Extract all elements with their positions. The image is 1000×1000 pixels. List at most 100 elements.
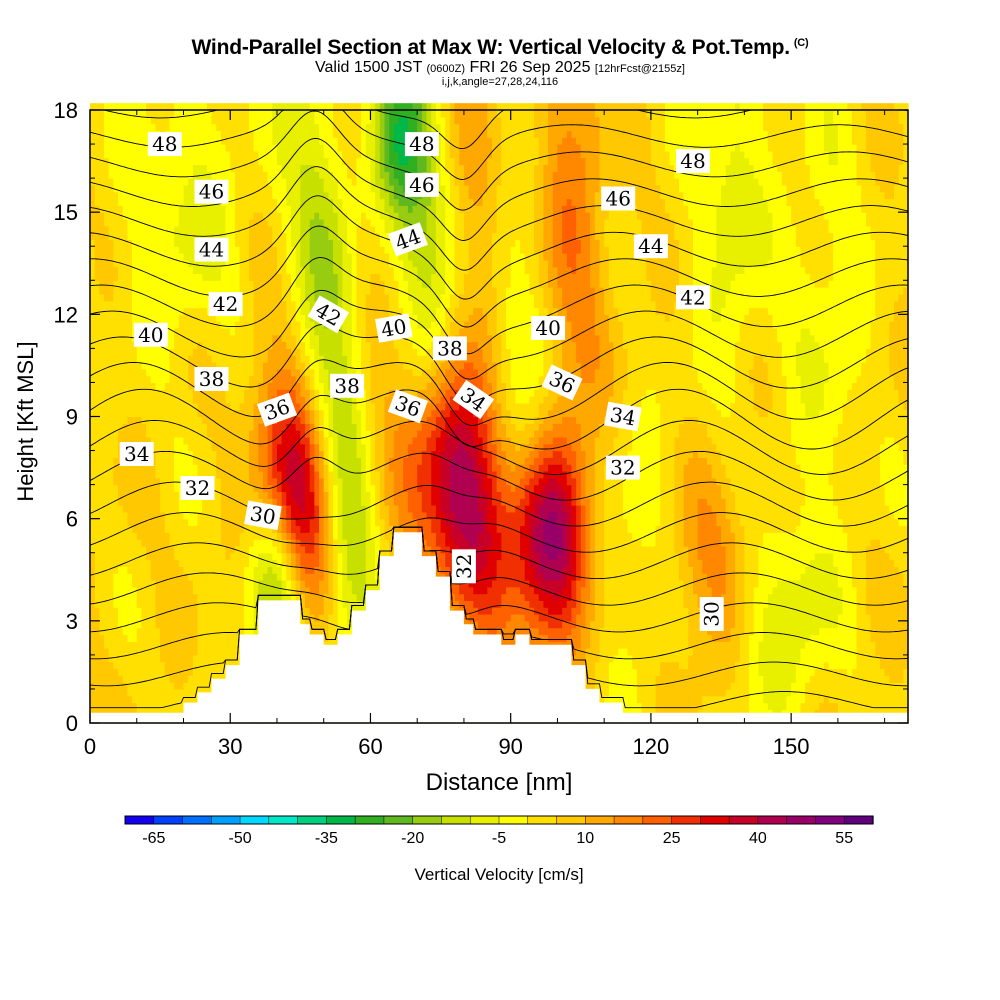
velocity-cell bbox=[323, 396, 329, 404]
velocity-cell bbox=[244, 150, 250, 159]
velocity-cell bbox=[239, 396, 245, 404]
velocity-cell bbox=[244, 600, 250, 608]
velocity-cell bbox=[300, 552, 306, 561]
velocity-cell bbox=[94, 375, 100, 384]
velocity-cell bbox=[104, 198, 110, 206]
velocity-cell bbox=[169, 116, 175, 125]
velocity-cell bbox=[188, 144, 194, 152]
velocity-cell bbox=[248, 539, 255, 547]
velocity-cell bbox=[253, 627, 259, 636]
velocity-cell bbox=[234, 416, 241, 424]
velocity-cell bbox=[248, 348, 255, 356]
velocity-cell bbox=[300, 423, 306, 431]
velocity-cell bbox=[136, 375, 143, 384]
velocity-cell bbox=[136, 661, 143, 670]
velocity-cell bbox=[127, 430, 133, 438]
velocity-cell bbox=[150, 259, 157, 268]
velocity-cell bbox=[248, 436, 255, 445]
velocity-cell bbox=[197, 586, 203, 595]
velocity-cell bbox=[281, 212, 287, 220]
velocity-cell bbox=[333, 423, 339, 431]
velocity-cell bbox=[164, 164, 171, 172]
velocity-cell bbox=[342, 423, 348, 431]
velocity-cell bbox=[234, 402, 241, 411]
velocity-cell bbox=[314, 368, 320, 377]
velocity-cell bbox=[342, 416, 348, 424]
velocity-cell bbox=[164, 184, 171, 193]
velocity-cell bbox=[328, 457, 334, 465]
velocity-cell bbox=[305, 327, 311, 336]
velocity-cell bbox=[127, 409, 133, 418]
velocity-cell bbox=[136, 539, 143, 547]
velocity-cell bbox=[150, 614, 157, 622]
velocity-cell bbox=[169, 259, 175, 268]
velocity-cell bbox=[295, 430, 301, 438]
velocity-cell bbox=[319, 539, 325, 547]
velocity-cell bbox=[127, 327, 133, 336]
velocity-cell bbox=[108, 627, 114, 636]
velocity-cell bbox=[188, 382, 194, 390]
velocity-cell bbox=[113, 641, 119, 649]
velocity-cell bbox=[286, 150, 292, 159]
velocity-cell bbox=[202, 103, 208, 111]
velocity-cell bbox=[244, 450, 250, 458]
velocity-cell bbox=[164, 688, 171, 697]
velocity-cell bbox=[295, 457, 301, 465]
velocity-cell bbox=[225, 218, 231, 227]
velocity-cell bbox=[150, 484, 157, 493]
velocity-cell bbox=[206, 539, 213, 547]
velocity-cell bbox=[94, 661, 100, 670]
velocity-cell bbox=[90, 470, 96, 479]
velocity-cell bbox=[146, 205, 152, 213]
velocity-cell bbox=[248, 130, 255, 138]
velocity-cell bbox=[328, 205, 334, 213]
velocity-cell bbox=[305, 423, 311, 431]
velocity-cell bbox=[178, 593, 185, 601]
velocity-cell bbox=[174, 600, 180, 608]
velocity-cell bbox=[253, 321, 259, 329]
velocity-cell bbox=[178, 375, 185, 384]
velocity-cell bbox=[281, 457, 287, 465]
velocity-cell bbox=[127, 212, 133, 220]
velocity-cell bbox=[136, 688, 143, 697]
velocity-cell bbox=[281, 375, 287, 384]
velocity-cell bbox=[272, 436, 278, 445]
velocity-cell bbox=[183, 573, 189, 581]
velocity-cell bbox=[234, 103, 241, 111]
velocity-cell bbox=[164, 103, 171, 111]
velocity-cell bbox=[118, 702, 124, 710]
velocity-cell bbox=[342, 545, 348, 554]
velocity-cell bbox=[155, 552, 161, 561]
velocity-cell bbox=[248, 477, 255, 486]
velocity-cell bbox=[328, 246, 334, 254]
velocity-cell bbox=[225, 484, 231, 493]
velocity-cell bbox=[113, 477, 119, 486]
velocity-cell bbox=[122, 668, 128, 676]
velocity-cell bbox=[202, 682, 208, 690]
velocity-cell bbox=[234, 477, 241, 486]
velocity-cell bbox=[178, 191, 185, 200]
velocity-cell bbox=[234, 314, 241, 322]
velocity-cell bbox=[216, 389, 222, 397]
velocity-cell bbox=[188, 648, 194, 656]
velocity-cell bbox=[290, 144, 297, 152]
velocity-cell bbox=[122, 205, 128, 213]
velocity-cell bbox=[192, 600, 199, 608]
velocity-cell bbox=[113, 702, 119, 710]
velocity-cell bbox=[155, 232, 161, 241]
velocity-cell bbox=[272, 239, 278, 247]
velocity-cell bbox=[286, 191, 292, 200]
velocity-cell bbox=[108, 287, 114, 295]
velocity-cell bbox=[160, 443, 166, 452]
velocity-cell bbox=[146, 184, 152, 193]
velocity-cell bbox=[216, 654, 222, 663]
velocity-cell bbox=[314, 232, 320, 241]
velocity-cell bbox=[122, 103, 128, 111]
velocity-cell bbox=[99, 477, 105, 486]
velocity-cell bbox=[150, 266, 157, 275]
velocity-cell bbox=[178, 116, 185, 125]
velocity-cell bbox=[248, 443, 255, 452]
velocity-cell bbox=[169, 648, 175, 656]
velocity-cell bbox=[328, 532, 334, 540]
velocity-cell bbox=[94, 436, 100, 445]
